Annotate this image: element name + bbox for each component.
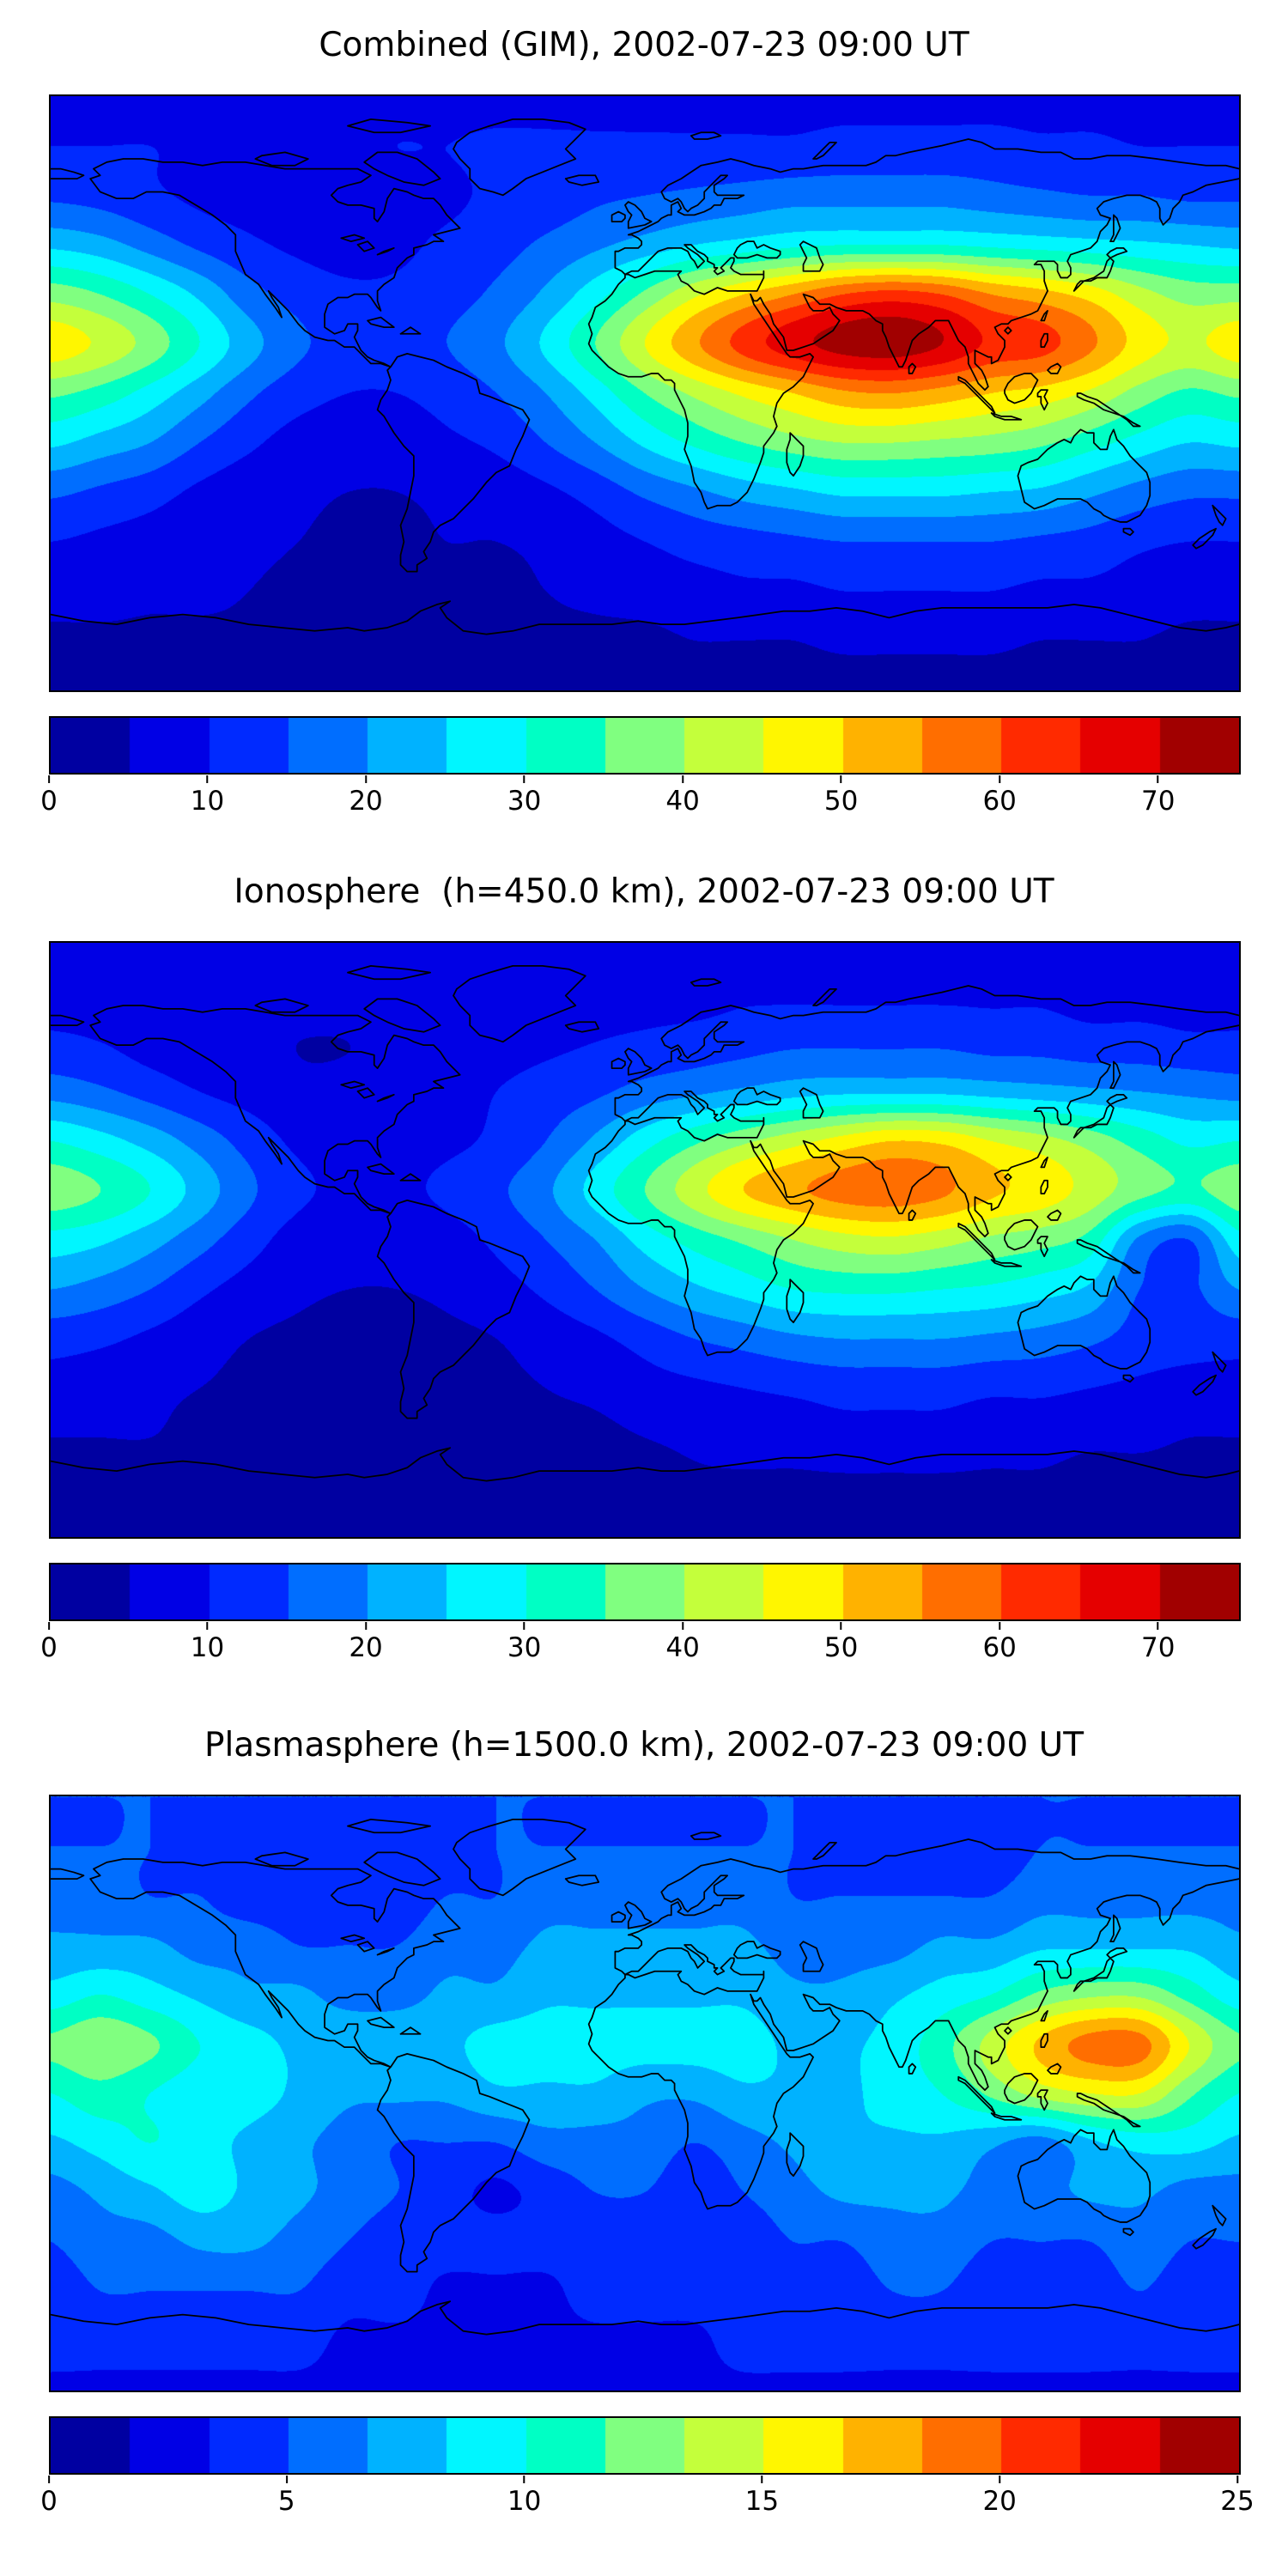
colorbar-tick-label: 60 bbox=[982, 1632, 1017, 1663]
colorbar-tick-mark bbox=[523, 775, 526, 783]
colorbar-canvas bbox=[51, 2418, 1239, 2473]
colorbar-tick-label: 5 bbox=[277, 2486, 295, 2517]
colorbar-tick-mark bbox=[1157, 775, 1159, 783]
colorbar-tick-mark bbox=[365, 775, 368, 783]
colorbar-tick-row: 0 10 20 30 40 50 60 70 bbox=[40, 775, 1237, 820]
colorbar-tick: 40 bbox=[665, 1622, 700, 1663]
colorbar-tick: 70 bbox=[1141, 775, 1175, 817]
colorbar-tick: 20 bbox=[349, 1622, 383, 1663]
colorbar-tick: 10 bbox=[191, 1622, 224, 1663]
colorbar-tick-label: 10 bbox=[190, 786, 225, 817]
colorbar-tick-mark bbox=[999, 2476, 1001, 2483]
colorbar-tick-mark bbox=[47, 2476, 50, 2483]
colorbar-tick-label: 50 bbox=[823, 786, 859, 817]
panel-combined-gim: Combined (GIM), 2002-07-23 09:00 UT 0 10 2… bbox=[40, 26, 1241, 820]
colorbar-tick: 50 bbox=[824, 1622, 858, 1663]
colorbar-tick: 0 bbox=[40, 1622, 58, 1663]
colorbar-tick: 60 bbox=[982, 775, 1017, 817]
panel-plasmasphere: Plasmasphere (h=1500.0 km), 2002-07-23 0… bbox=[40, 1726, 1255, 2520]
tec-field-canvas bbox=[51, 1796, 1239, 2391]
colorbar-tick: 15 bbox=[745, 2476, 779, 2517]
colorbar-tick-label: 30 bbox=[507, 1632, 542, 1663]
colorbar-tick-label: 60 bbox=[982, 786, 1017, 817]
colorbar-tick-mark bbox=[682, 1622, 684, 1630]
colorbar-tick: 0 bbox=[40, 2476, 58, 2517]
colorbar-tick-mark bbox=[365, 1622, 368, 1630]
colorbar-tick-label: 0 bbox=[40, 786, 58, 817]
colorbar-tick-mark bbox=[761, 2476, 763, 2483]
tec-field-canvas bbox=[51, 96, 1239, 690]
colorbar-tick: 0 bbox=[40, 775, 58, 817]
colorbar-tick-mark bbox=[682, 775, 684, 783]
colorbar-tick: 50 bbox=[824, 775, 858, 817]
panel-title: Plasmasphere (h=1500.0 km), 2002-07-23 0… bbox=[204, 1726, 1084, 1765]
coastlines-overlay bbox=[51, 1819, 1239, 2336]
colorbar-tick-label: 10 bbox=[190, 1632, 225, 1663]
colorbar-tick: 60 bbox=[982, 1622, 1017, 1663]
colorbar-tick-label: 25 bbox=[1220, 2486, 1255, 2517]
colorbar-tick-label: 40 bbox=[665, 1632, 700, 1663]
tec-field-canvas bbox=[51, 943, 1239, 1537]
colorbar-tick-mark bbox=[840, 775, 842, 783]
colorbar-frame bbox=[49, 1563, 1241, 1621]
colorbar-tick: 5 bbox=[278, 2476, 295, 2517]
colorbar-tick-mark bbox=[1157, 1622, 1159, 1630]
colorbar-tick: 20 bbox=[349, 775, 383, 817]
colorbar-tick: 70 bbox=[1141, 1622, 1175, 1663]
colorbar-tick-mark bbox=[47, 1622, 50, 1630]
map-frame bbox=[49, 1795, 1241, 2392]
colorbar-tick-label: 40 bbox=[665, 786, 700, 817]
colorbar-tick-mark bbox=[206, 775, 209, 783]
colorbar-tick-label: 30 bbox=[507, 786, 542, 817]
colorbar-tick-mark bbox=[1236, 2476, 1238, 2483]
colorbar-tick: 25 bbox=[1220, 2476, 1255, 2517]
colorbar-tick-label: 20 bbox=[349, 786, 383, 817]
colorbar-tick: 30 bbox=[507, 775, 541, 817]
map-frame bbox=[49, 941, 1241, 1539]
colorbar-tick-label: 20 bbox=[982, 2486, 1017, 2517]
colorbar-tick-label: 50 bbox=[823, 1632, 859, 1663]
panel-title: Combined (GIM), 2002-07-23 09:00 UT bbox=[319, 26, 969, 64]
colorbar-tick: 30 bbox=[507, 1622, 541, 1663]
colorbar-tick-label: 15 bbox=[744, 2486, 780, 2517]
panel-ionosphere: Ionosphere (h=450.0 km), 2002-07-23 09:0… bbox=[40, 872, 1241, 1667]
colorbar-tick-label: 10 bbox=[507, 2486, 542, 2517]
colorbar-tick: 20 bbox=[982, 2476, 1017, 2517]
colorbar-tick-label: 70 bbox=[1140, 1632, 1176, 1663]
colorbar-canvas bbox=[51, 718, 1239, 773]
colorbar-frame bbox=[49, 2416, 1241, 2475]
colorbar-tick-label: 20 bbox=[349, 1632, 383, 1663]
colorbar-tick: 10 bbox=[191, 775, 224, 817]
colorbar-canvas bbox=[51, 1564, 1239, 1619]
coastlines-overlay bbox=[51, 118, 1239, 635]
colorbar-tick-label: 70 bbox=[1140, 786, 1176, 817]
colorbar-frame bbox=[49, 716, 1241, 775]
colorbar-tick-row: 0 5 10 15 20 25 bbox=[40, 2476, 1255, 2520]
colorbar-tick-mark bbox=[206, 1622, 209, 1630]
colorbar-tick: 40 bbox=[665, 775, 700, 817]
colorbar-tick-mark bbox=[47, 775, 50, 783]
colorbar-tick-mark bbox=[523, 1622, 526, 1630]
colorbar-tick-mark bbox=[999, 1622, 1001, 1630]
colorbar-tick-mark bbox=[840, 1622, 842, 1630]
coastlines-overlay bbox=[51, 965, 1239, 1482]
colorbar-tick-mark bbox=[999, 775, 1001, 783]
colorbar-tick-label: 0 bbox=[40, 1632, 58, 1663]
colorbar-tick: 10 bbox=[507, 2476, 541, 2517]
map-frame bbox=[49, 94, 1241, 692]
panel-title: Ionosphere (h=450.0 km), 2002-07-23 09:0… bbox=[234, 872, 1054, 911]
colorbar-tick-row: 0 10 20 30 40 50 60 70 bbox=[40, 1622, 1237, 1667]
colorbar-tick-mark bbox=[285, 2476, 288, 2483]
colorbar-tick-label: 0 bbox=[40, 2486, 58, 2517]
colorbar-tick-mark bbox=[523, 2476, 526, 2483]
